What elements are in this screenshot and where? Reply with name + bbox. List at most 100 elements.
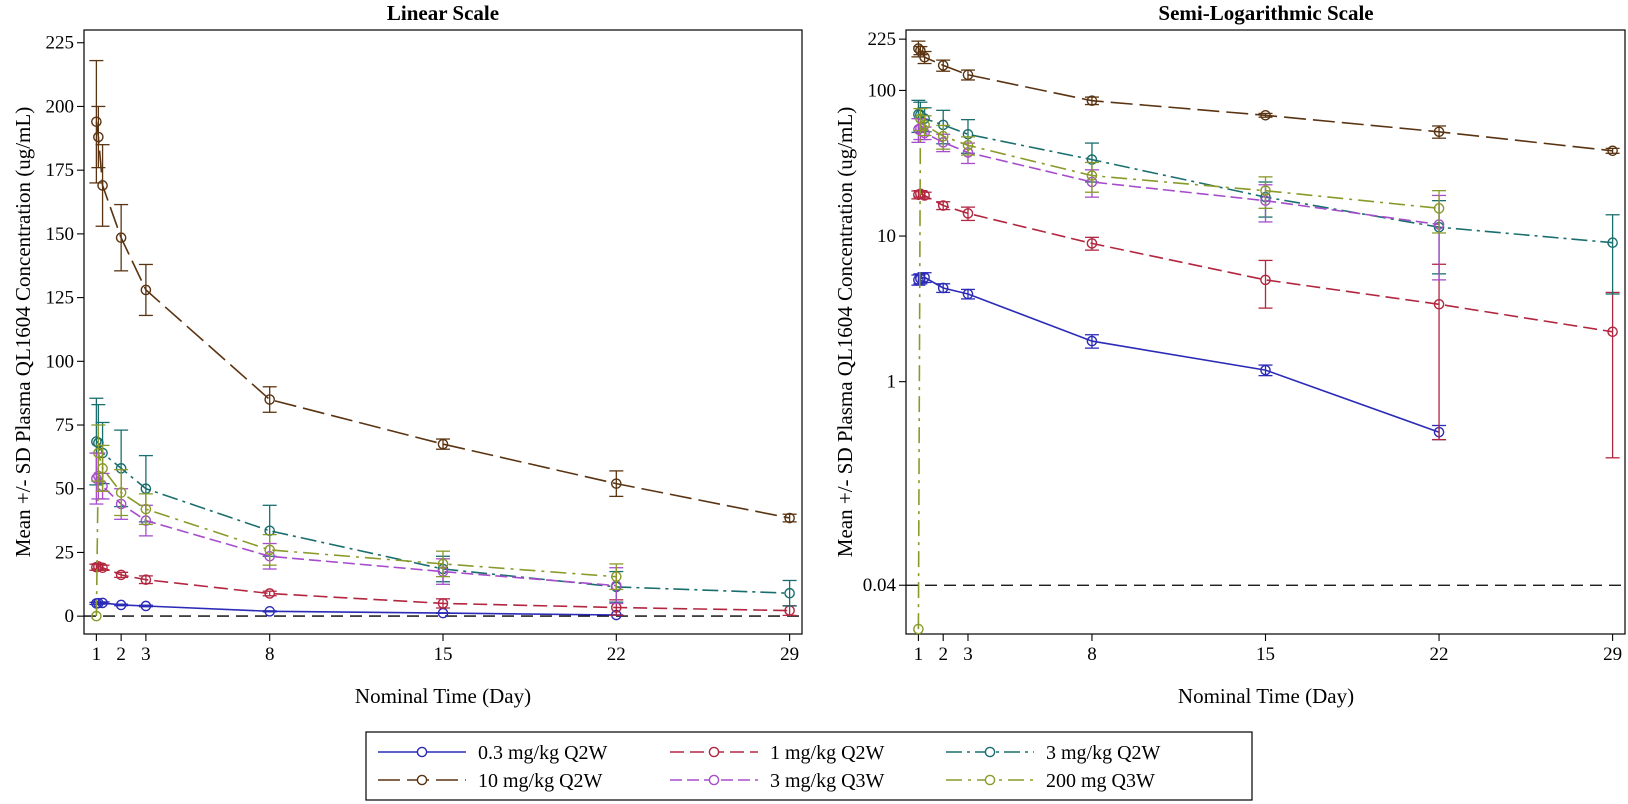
semilog-x-tick-label: 15: [1256, 644, 1275, 665]
linear-series-line: [95, 452, 617, 617]
semilog-data-point: [1260, 185, 1271, 196]
linear-data-point: [97, 180, 108, 191]
linear-y-tick-label: 25: [55, 542, 74, 563]
linear-error-bar: [138, 493, 153, 526]
legend-item: 3 mg/kg Q2W: [946, 742, 1161, 764]
semilog-x-tick-label: 22: [1430, 644, 1449, 665]
legend-label: 0.3 mg/kg Q2W: [478, 742, 608, 764]
linear-error-bar: [609, 563, 624, 591]
legend-marker: [984, 774, 996, 786]
semilog-data-point: [1086, 170, 1098, 181]
semilog-data-point: [962, 288, 974, 300]
linear-y-tick-label: 125: [46, 288, 75, 309]
semilog-y-tick-label: 0.04: [863, 575, 897, 596]
semilog-error-bar: [1084, 161, 1099, 193]
semilog-data-point: [937, 200, 949, 211]
linear-y-tick-label: 0: [65, 606, 75, 627]
legend-item: 1 mg/kg Q2W: [670, 742, 885, 764]
legend-item: 10 mg/kg Q2W: [378, 770, 603, 792]
semilog-data-point: [1260, 274, 1271, 286]
semilog-data-point: [962, 139, 974, 151]
linear-data-point: [611, 571, 622, 582]
linear-error-bar: [95, 144, 110, 227]
linear-data-point: [91, 436, 102, 447]
linear-y-tick-label: 175: [46, 160, 75, 181]
legend-label: 10 mg/kg Q2W: [478, 770, 603, 792]
semilog-error-bar: [1605, 291, 1620, 459]
linear-data-point: [784, 512, 795, 524]
linear-series-line: [96, 602, 617, 616]
linear-data-point: [437, 438, 449, 450]
semilog-data-point: [919, 190, 930, 201]
linear-series-4: [89, 452, 624, 605]
semilog-series-3: [911, 40, 1620, 157]
semilog-error-bar: [1432, 190, 1447, 234]
semilog-data-point: [1433, 126, 1445, 138]
linear-error-bar: [114, 203, 129, 272]
linear-x-tick-label: 3: [141, 644, 151, 665]
linear-x-tick-label: 2: [116, 644, 126, 665]
linear-error-bar: [114, 468, 129, 517]
semilog-data-point: [1086, 95, 1098, 107]
linear-data-point: [611, 478, 622, 489]
semilog-series-4: [911, 118, 1447, 281]
semilog-error-bar: [1258, 176, 1273, 209]
legend-item: 3 mg/kg Q3W: [670, 770, 885, 792]
linear-data-point: [115, 232, 127, 244]
semilog-data-point: [919, 119, 930, 131]
linear-data-point: [115, 569, 127, 581]
linear-y-tick-label: 100: [46, 351, 75, 372]
linear-data-point: [91, 116, 102, 128]
semilog-data-point: [1607, 326, 1618, 338]
legend-marker: [708, 774, 720, 786]
linear-error-bar: [782, 579, 797, 607]
semilog-panel-title: Semi-Logarithmic Scale: [1158, 1, 1373, 25]
semilog-error-bar: [1084, 96, 1099, 106]
linear-error-bar: [782, 513, 797, 523]
legend-marker: [708, 746, 720, 758]
semilog-data-point: [1086, 335, 1098, 347]
linear-data-point: [264, 544, 275, 556]
semilog-series-line: [917, 276, 1440, 433]
semilog-y-tick-label: 1: [887, 372, 897, 393]
linear-series-1: [89, 561, 797, 617]
linear-data-point: [784, 587, 795, 599]
semilog-data-point: [1433, 203, 1445, 214]
linear-data-point: [97, 562, 108, 574]
linear-data-point: [97, 597, 108, 609]
linear-y-tick-label: 75: [55, 415, 74, 436]
linear-data-point: [140, 600, 152, 612]
linear-data-point: [264, 394, 275, 405]
semilog-x-tick-label: 3: [963, 644, 973, 665]
linear-error-bar: [114, 571, 129, 579]
linear-x-tick-label: 15: [434, 644, 453, 665]
semilog-series-line: [917, 47, 1613, 152]
linear-error-bar: [262, 533, 277, 566]
linear-error-bar: [138, 575, 153, 585]
semilog-error-bar: [1432, 263, 1447, 441]
semilog-y-tick-label: 10: [877, 226, 896, 247]
legend-marker: [416, 746, 428, 758]
linear-data-point: [437, 598, 449, 609]
semilog-series-0: [911, 272, 1447, 441]
linear-data-point: [264, 606, 275, 617]
semilog-data-point: [1260, 109, 1271, 121]
legend-label: 3 mg/kg Q2W: [1046, 742, 1161, 764]
semilog-data-point: [913, 274, 924, 286]
semilog-error-bar: [917, 115, 932, 137]
linear-y-tick-label: 150: [46, 224, 75, 245]
semilog-data-point: [937, 130, 949, 142]
semilog-data-point: [919, 51, 930, 63]
linear-error-bar: [95, 564, 110, 571]
semilog-series-layer: [911, 40, 1620, 635]
linear-x-axis-label: Nominal Time (Day): [355, 684, 531, 708]
linear-error-bar: [89, 59, 104, 184]
legend-item: 0.3 mg/kg Q2W: [378, 742, 608, 764]
linear-data-point: [140, 574, 152, 586]
linear-error-bar: [609, 470, 624, 498]
linear-series-line: [95, 474, 617, 587]
linear-series-5: [91, 424, 624, 622]
